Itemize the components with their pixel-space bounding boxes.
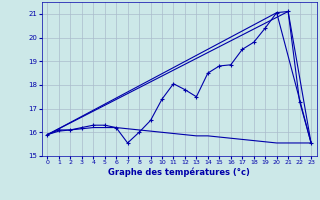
X-axis label: Graphe des températures (°c): Graphe des températures (°c) — [108, 168, 250, 177]
